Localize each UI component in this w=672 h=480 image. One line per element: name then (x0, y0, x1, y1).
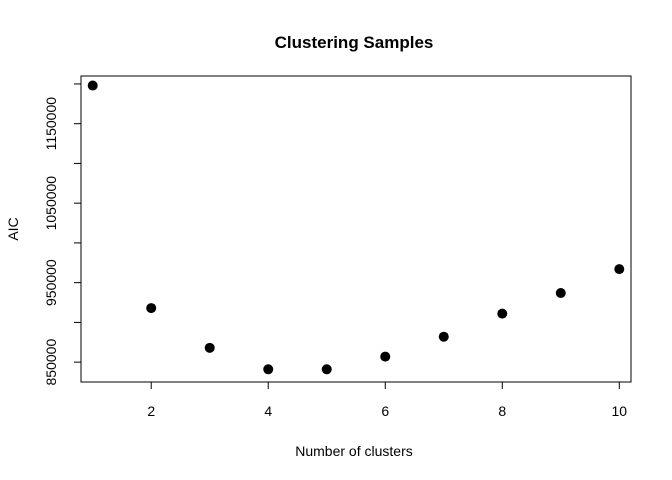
y-tick-label: 1050000 (43, 176, 59, 231)
x-tick-label: 4 (264, 403, 272, 419)
y-tick-label: 850000 (43, 339, 59, 386)
plot-box (80, 75, 632, 383)
data-points (87, 80, 625, 375)
data-point (438, 331, 449, 342)
x-axis-label: Number of clusters (295, 443, 412, 459)
y-tick-label: 950000 (43, 259, 59, 306)
data-point (263, 364, 274, 375)
data-point (497, 308, 508, 319)
data-point (614, 264, 625, 275)
x-tick-label: 8 (498, 403, 506, 419)
x-tick-label: 10 (612, 403, 628, 419)
x-tick-label: 6 (381, 403, 389, 419)
data-point (146, 303, 157, 314)
data-point (555, 287, 566, 298)
data-point (204, 342, 215, 353)
data-point (321, 364, 332, 375)
y-tick-label: 1150000 (43, 97, 59, 151)
x-tick-label: 2 (147, 403, 155, 419)
y-axis-label: AIC (5, 217, 21, 240)
data-point (87, 80, 98, 91)
y-axis: 850000 950000 1050000 1150000 (43, 83, 82, 386)
chart-title: Clustering Samples (275, 33, 434, 52)
data-point (380, 351, 391, 362)
x-axis: 2 4 6 8 10 (147, 381, 628, 419)
